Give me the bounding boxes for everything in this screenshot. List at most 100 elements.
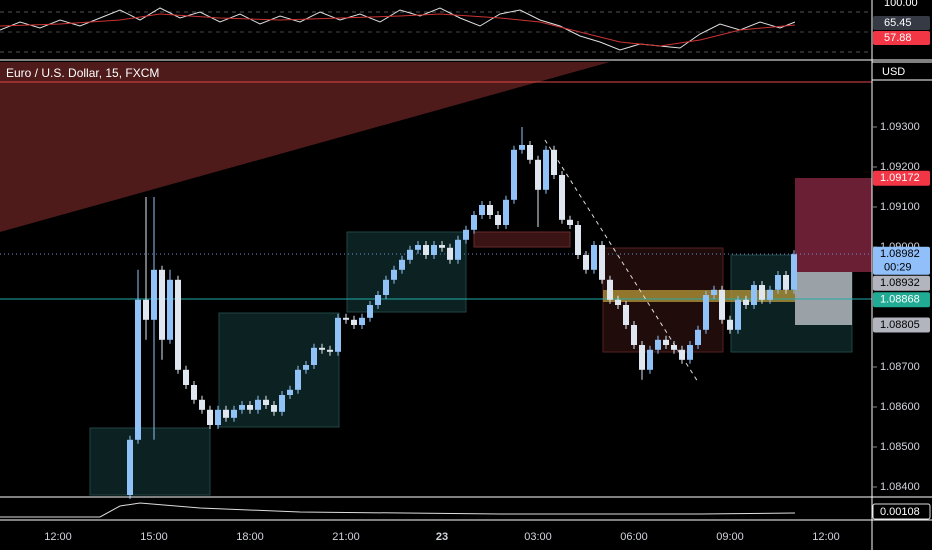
candle-body — [535, 159, 541, 190]
candle-body — [751, 285, 757, 305]
price-label: 1.08805 — [880, 319, 920, 331]
candle-body — [679, 349, 685, 360]
candle-body — [327, 349, 333, 352]
rsi-label: 57.88 — [884, 32, 912, 44]
rsi-label: 65.45 — [884, 17, 912, 29]
candle-body — [615, 299, 621, 305]
currency: USD — [882, 66, 905, 78]
candle-body — [415, 245, 421, 250]
candle-body — [631, 325, 637, 345]
rsi-label-box — [873, 0, 930, 10]
candle-body — [423, 245, 429, 255]
candle-body — [231, 409, 237, 418]
countdown: 00:29 — [884, 262, 912, 274]
candle-body — [295, 369, 301, 390]
candle-body — [495, 215, 501, 225]
candle-body — [143, 299, 149, 320]
candle-body — [487, 205, 493, 215]
candle-body — [623, 305, 629, 325]
price-label: 1.08982 — [880, 248, 920, 260]
candle-body — [367, 305, 373, 318]
candle-body — [311, 347, 317, 365]
candle-body — [519, 145, 525, 150]
candle-body — [511, 149, 517, 200]
chart-title: Euro / U.S. Dollar, 15, FXCM — [6, 66, 159, 80]
candle-body — [167, 279, 173, 340]
x-tick-label: 06:00 — [620, 531, 648, 543]
price-label: 1.09172 — [880, 172, 920, 184]
x-tick-label: 21:00 — [332, 531, 360, 543]
candle-body — [503, 199, 509, 225]
candle-body — [279, 395, 285, 412]
candle-body — [639, 345, 645, 370]
price-label-box — [873, 275, 930, 291]
candle-body — [359, 317, 365, 325]
candle-body — [695, 329, 701, 345]
candle-body — [575, 225, 581, 255]
box — [473, 231, 571, 248]
candle-body — [135, 299, 141, 440]
candle-body — [207, 409, 213, 425]
candle-body — [599, 245, 605, 280]
candle-body — [127, 439, 133, 495]
x-tick-label: 09:00 — [716, 531, 744, 543]
candle-body — [759, 285, 765, 300]
candle-body — [655, 339, 661, 350]
candle-body — [455, 239, 461, 260]
candle-body — [791, 254, 797, 290]
x-tick-label: 15:00 — [140, 531, 168, 543]
rsi-label-box — [873, 16, 930, 30]
candle-body — [479, 205, 485, 215]
rsi-label: 100.00 — [884, 0, 918, 9]
candle-body — [255, 399, 261, 410]
candle-body — [647, 349, 653, 370]
candle-body — [671, 345, 677, 350]
candle-body — [319, 347, 325, 350]
x-tick-label: 12:00 — [44, 531, 72, 543]
x-tick-label: 23 — [436, 531, 448, 543]
candle-body — [735, 299, 741, 330]
rsi-line — [0, 7, 796, 51]
candle-body — [727, 319, 733, 330]
candle-body — [719, 289, 725, 320]
candle-body — [199, 399, 205, 410]
y-tick-label: 1.08400 — [880, 481, 920, 493]
indicator-label-box — [872, 503, 931, 520]
candle-body — [431, 245, 437, 255]
box — [346, 231, 467, 313]
candle-body — [399, 259, 405, 270]
candle-body — [591, 245, 597, 270]
price-label-box — [873, 317, 930, 333]
candle-body — [775, 275, 781, 290]
candle-body — [175, 279, 181, 370]
candle-body — [583, 255, 589, 270]
candle-body — [439, 245, 445, 248]
candle-body — [151, 269, 157, 320]
price-label-box — [873, 292, 930, 308]
candle-body — [303, 365, 309, 370]
candle-body — [391, 269, 397, 280]
price-label: 1.08868 — [880, 294, 920, 306]
candle-body — [703, 295, 709, 330]
indicator-label: 0.00108 — [880, 506, 920, 518]
candle-body — [743, 299, 749, 305]
candle-body — [287, 389, 293, 395]
price-label-box — [873, 170, 930, 186]
band — [603, 290, 795, 302]
y-tick-label: 1.09200 — [880, 161, 920, 173]
candle-body — [407, 249, 413, 260]
y-tick-label: 1.09300 — [880, 121, 920, 133]
candle-body — [191, 385, 197, 400]
y-tick-label: 1.09100 — [880, 201, 920, 213]
candle-body — [471, 215, 477, 230]
candle-body — [663, 339, 669, 345]
candle-body — [271, 405, 277, 412]
candle-body — [343, 317, 349, 320]
candle-body — [247, 405, 253, 410]
x-tick-label: 03:00 — [524, 531, 552, 543]
candle-body — [527, 145, 533, 160]
candles — [127, 127, 797, 499]
candle-body — [383, 279, 389, 295]
